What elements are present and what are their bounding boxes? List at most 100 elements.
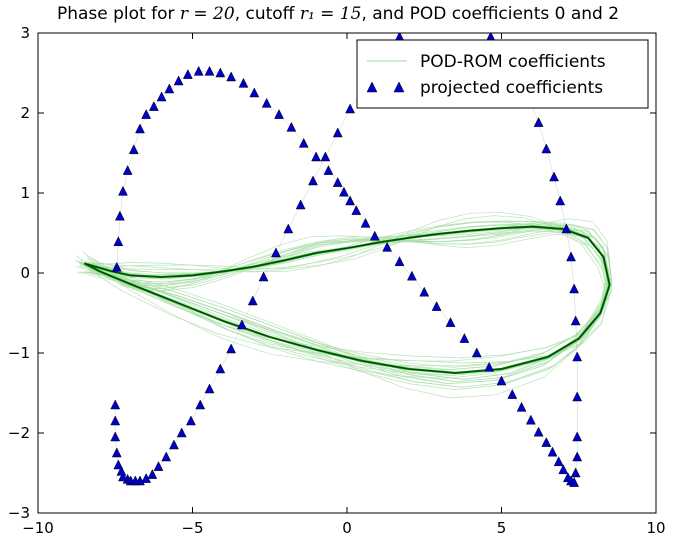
projected-point bbox=[295, 199, 306, 210]
y-tick-label: 2 bbox=[20, 104, 30, 122]
projected-point bbox=[459, 333, 470, 343]
y-tick-label: −2 bbox=[8, 424, 30, 442]
projected-point bbox=[345, 195, 355, 206]
projected-point bbox=[238, 77, 249, 88]
projected-point bbox=[360, 217, 371, 228]
projected-point bbox=[572, 351, 583, 362]
projected-point bbox=[113, 459, 124, 470]
projected-point bbox=[258, 271, 269, 282]
projected-point bbox=[110, 399, 121, 410]
x-tick-label: 0 bbox=[342, 519, 352, 537]
x-tick-label: 5 bbox=[497, 519, 507, 537]
x-tick-label: −10 bbox=[22, 519, 54, 537]
projected-point bbox=[454, 12, 463, 21]
projected-point bbox=[332, 177, 343, 187]
projected-point bbox=[156, 91, 167, 102]
legend-label-projected: projected coefficients bbox=[420, 78, 603, 98]
projected-point bbox=[516, 401, 527, 412]
projected-point bbox=[345, 103, 355, 114]
projected-point bbox=[215, 67, 226, 78]
projected-point bbox=[570, 467, 581, 478]
projected-point bbox=[474, 33, 485, 34]
projected-point bbox=[471, 347, 482, 358]
projected-point bbox=[533, 426, 544, 437]
projected-point bbox=[118, 185, 128, 196]
projected-point bbox=[182, 69, 193, 79]
projected-point bbox=[141, 109, 152, 119]
projected-point bbox=[465, 16, 474, 25]
projected-point bbox=[569, 283, 580, 294]
projected-point bbox=[339, 186, 349, 197]
projected-point bbox=[419, 286, 430, 297]
projected-point bbox=[237, 319, 247, 330]
projected-point bbox=[261, 97, 272, 108]
projected-point bbox=[148, 101, 159, 111]
y-tick-label: −3 bbox=[8, 504, 30, 522]
projected-point bbox=[173, 75, 184, 86]
projected-point bbox=[114, 210, 125, 221]
projected-point bbox=[176, 427, 187, 438]
legend-label-pod-rom: POD-ROM coefficients bbox=[420, 52, 606, 72]
projected-point bbox=[323, 165, 334, 175]
projected-point bbox=[161, 451, 172, 462]
projected-point bbox=[204, 65, 215, 76]
projected-point bbox=[110, 431, 121, 442]
legend: POD-ROM coefficients projected coefficie… bbox=[356, 39, 649, 109]
projected-point bbox=[332, 127, 343, 138]
projected-point bbox=[283, 223, 294, 234]
projected-point bbox=[569, 477, 580, 487]
projected-point bbox=[226, 343, 237, 354]
x-tick-label: −5 bbox=[181, 519, 203, 537]
projected-point bbox=[570, 315, 581, 326]
projected-point bbox=[122, 165, 133, 175]
projected-point bbox=[572, 431, 583, 442]
projected-point bbox=[204, 383, 215, 394]
projected-point bbox=[555, 195, 566, 206]
projected-point bbox=[249, 87, 260, 98]
projected-point bbox=[525, 414, 536, 425]
projected-point bbox=[111, 447, 122, 458]
projected-point bbox=[351, 205, 362, 215]
chart-title: Phase plot for r = 20, cutoff r₁ = 15, a… bbox=[56, 4, 620, 24]
projected-point bbox=[558, 464, 569, 475]
projected-point bbox=[215, 363, 226, 374]
projected-point bbox=[484, 361, 495, 372]
projected-point bbox=[308, 175, 318, 186]
legend-marker-projected-2 bbox=[393, 81, 405, 93]
projected-point bbox=[541, 143, 552, 154]
projected-point bbox=[118, 471, 128, 482]
projected-point bbox=[572, 451, 583, 462]
projected-point bbox=[271, 247, 281, 258]
projected-point bbox=[153, 461, 164, 471]
projected-point bbox=[320, 151, 331, 162]
projected-point bbox=[394, 256, 405, 267]
y-tick-label: 3 bbox=[20, 24, 30, 42]
y-tick-label: 0 bbox=[20, 264, 30, 282]
projected-point bbox=[128, 144, 139, 155]
projected-point bbox=[147, 469, 158, 479]
curves-layer bbox=[74, 211, 613, 399]
pod-rom-center-line bbox=[84, 226, 610, 374]
projected-point bbox=[561, 223, 572, 234]
projected-point bbox=[572, 391, 583, 402]
pod-rom-trajectory bbox=[90, 223, 612, 385]
projected-point bbox=[507, 389, 518, 399]
projected-point bbox=[431, 301, 442, 311]
projected-point bbox=[549, 171, 559, 182]
projected-point bbox=[533, 117, 544, 127]
legend-marker-projected-1 bbox=[366, 81, 378, 93]
projected-point bbox=[553, 456, 564, 467]
projected-point bbox=[431, 8, 440, 17]
projected-point bbox=[547, 446, 558, 457]
projected-point bbox=[141, 473, 152, 483]
x-tick-label: 10 bbox=[646, 519, 665, 537]
projected-point bbox=[110, 415, 121, 426]
projected-point bbox=[247, 295, 258, 306]
projected-point bbox=[193, 65, 204, 76]
projected-point bbox=[186, 415, 196, 426]
projected-point bbox=[113, 236, 124, 247]
legend-box bbox=[356, 39, 649, 109]
projected-point bbox=[169, 439, 179, 450]
projected-point bbox=[226, 71, 237, 82]
